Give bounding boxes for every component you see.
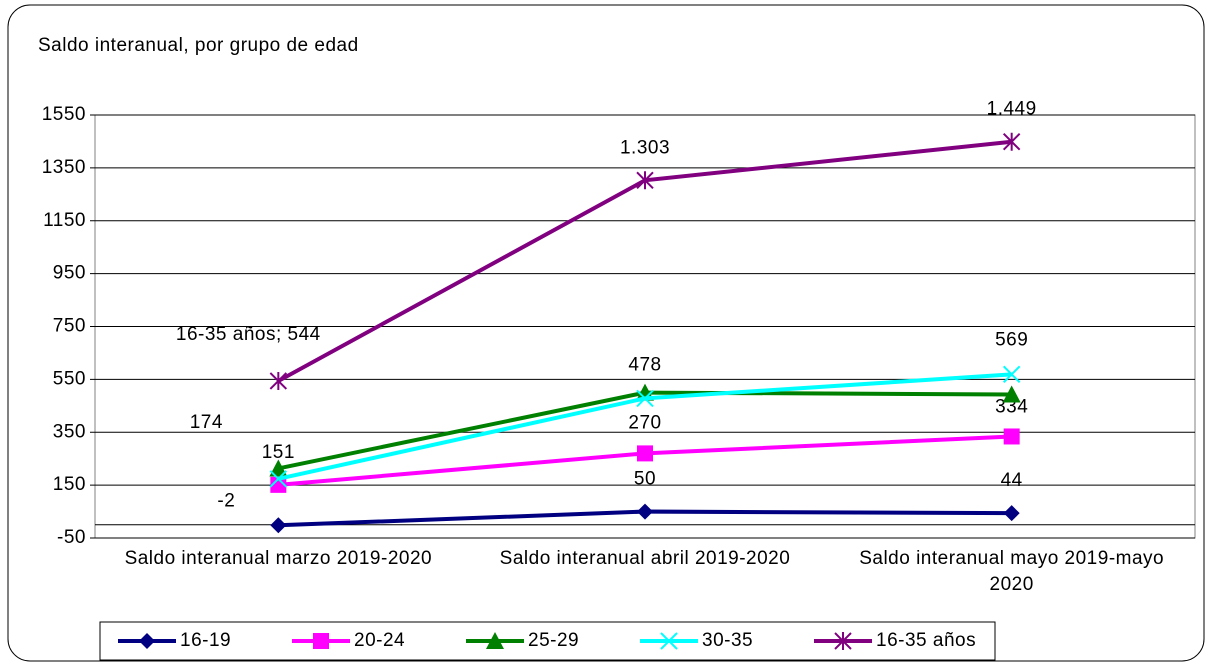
y-tick-label: 1350 [42,157,86,178]
data-label: 16-35 años; 544 [176,324,321,345]
marker [636,389,654,408]
marker [1002,385,1021,403]
chart-border [7,4,1205,662]
legend-marker [486,632,504,649]
x-tick-label: Saldo interanual marzo 2019-2020 [124,548,433,569]
legend-label: 20-24 [354,630,405,651]
marker [637,445,653,462]
x-tick-label: Saldo interanual abril 2019-2020 [499,548,791,569]
marker [1003,505,1020,522]
legend-marker [660,632,678,650]
data-label: 270 [628,412,661,433]
marker [636,171,654,190]
legend-label: 30-35 [702,630,753,651]
data-label: 174 [190,412,223,433]
data-label: 478 [628,354,661,375]
legend-marker [834,632,852,650]
legend-label: 25-29 [528,630,579,651]
x-tick-label: Saldo interanual mayo 2019-mayo 2020 [859,548,1165,595]
data-label: 50 [634,469,656,490]
legend-label: 16-35 años [876,630,976,651]
y-tick-label: 350 [53,421,86,442]
data-label: 1.449 [987,99,1037,120]
marker [1002,365,1021,384]
data-label: 569 [995,329,1028,350]
marker [269,459,288,477]
y-tick-label: 1150 [43,210,86,231]
marker [270,517,287,534]
y-tick-label: 150 [53,474,86,495]
data-label: 151 [262,442,295,463]
data-label: 1.303 [620,137,670,158]
marker [269,371,288,390]
data-label: 44 [1001,470,1023,491]
chart-title: Saldo interanual, por grupo de edad [38,35,359,56]
y-tick-label: -50 [57,527,86,548]
y-tick-label: 950 [53,263,86,284]
y-tick-label: 550 [53,368,86,389]
marker [637,503,653,520]
marker [269,470,288,488]
y-tick-label: 750 [53,316,86,337]
legend-marker [313,633,329,649]
marker [1002,132,1021,151]
marker [1003,428,1020,445]
marker [270,476,287,493]
legend-label: 16-19 [180,630,231,651]
y-tick-label: 1550 [42,104,86,125]
data-label: -2 [217,490,235,511]
legend-marker [139,633,155,649]
